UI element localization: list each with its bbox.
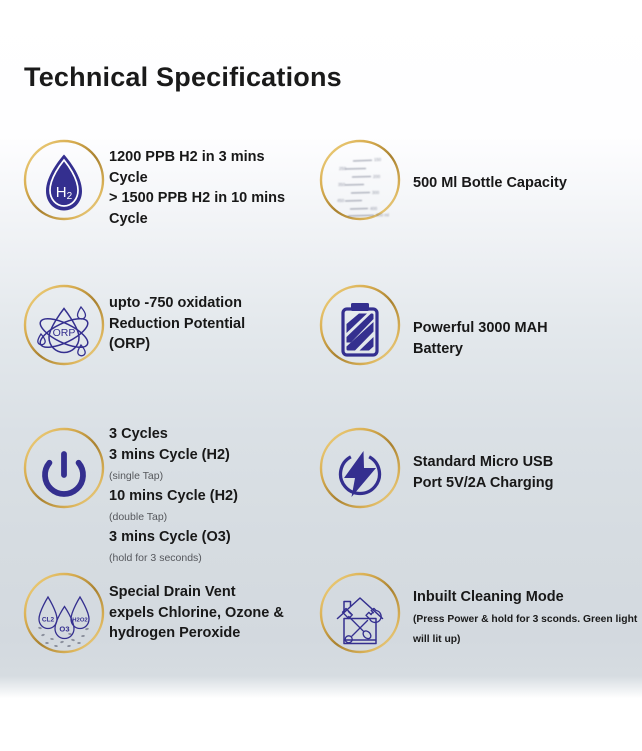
svg-text:200: 200 <box>373 174 381 179</box>
svg-text:300: 300 <box>372 190 380 195</box>
svg-text:150: 150 <box>374 157 382 162</box>
svg-text:CL2: CL2 <box>42 617 55 624</box>
svg-text:ORP: ORP <box>53 327 76 339</box>
svg-text:400: 400 <box>370 206 378 211</box>
svg-text:250: 250 <box>339 166 347 171</box>
svg-text:H2O2: H2O2 <box>72 618 88 624</box>
svg-text:500 ml: 500 ml <box>376 213 389 218</box>
svg-text:O3: O3 <box>59 625 69 634</box>
svg-text:350: 350 <box>338 182 346 187</box>
svg-text:450: 450 <box>337 198 345 203</box>
